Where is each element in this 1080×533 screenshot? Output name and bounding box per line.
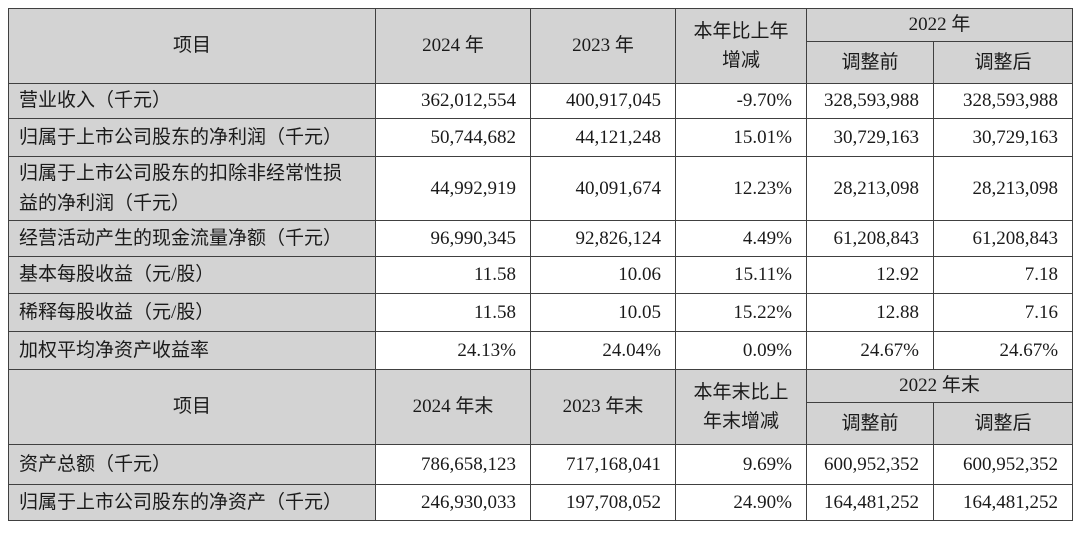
value-2024: 246,930,033 [375, 484, 531, 521]
value-yoy-change: 15.11% [675, 256, 807, 294]
value-yoy-change: 4.49% [675, 220, 807, 257]
value-yoy-change: 0.09% [675, 331, 807, 370]
value-2024: 11.58 [375, 293, 531, 332]
header-adjusted-after: 调整后 [932, 41, 1074, 84]
header-yearend-change: 本年末比上年末增减 [675, 369, 807, 445]
header-adjusted-before: 调整前 [806, 41, 934, 84]
value-2022-before: 61,208,843 [806, 220, 934, 257]
value-yoy-change: 12.23% [675, 156, 807, 221]
header-2022-yearend-group: 2022 年末 [805, 369, 1074, 403]
value-yoy-change: 24.90% [675, 484, 807, 521]
value-2023: 10.05 [530, 293, 676, 332]
header-2022-group: 2022 年 [805, 8, 1074, 42]
header-adjusted-after-2: 调整后 [932, 402, 1074, 445]
table-row-net-profit-excl-nonrecurring: 归属于上市公司股东的扣除非经常性损益的净利润（千元） 44,992,919 40… [8, 156, 1074, 221]
header-yoy-change: 本年比上年增减 [675, 8, 807, 84]
value-2024: 11.58 [375, 256, 531, 294]
header-2023-yearend: 2023 年末 [530, 369, 676, 445]
value-2024: 44,992,919 [375, 156, 531, 221]
value-2024: 786,658,123 [375, 444, 531, 485]
value-2023: 44,121,248 [530, 118, 676, 157]
value-2023: 400,917,045 [530, 83, 676, 119]
row-label: 营业收入（千元） [8, 83, 376, 119]
value-2023: 717,168,041 [530, 444, 676, 485]
section-annual-results: 项目 2024 年 2023 年 本年比上年增减 2022 年 调整前 调整后 [8, 8, 1074, 84]
table-row-operating-cash-flow: 经营活动产生的现金流量净额（千元） 96,990,345 92,826,124 … [8, 220, 1074, 257]
value-2023: 92,826,124 [530, 220, 676, 257]
table-row-net-assets: 归属于上市公司股东的净资产（千元） 246,930,033 197,708,05… [8, 484, 1074, 521]
row-label: 经营活动产生的现金流量净额（千元） [8, 220, 376, 257]
value-2022-after: 30,729,163 [932, 118, 1074, 157]
value-2022-before: 12.92 [806, 256, 934, 294]
table-row-diluted-eps: 稀释每股收益（元/股） 11.58 10.05 15.22% 12.88 7.1… [8, 293, 1074, 332]
table-row-total-assets: 资产总额（千元） 786,658,123 717,168,041 9.69% 6… [8, 444, 1074, 485]
value-2024: 96,990,345 [375, 220, 531, 257]
annual-results-rows: 营业收入（千元） 362,012,554 400,917,045 -9.70% … [8, 83, 1074, 370]
value-2022-after: 24.67% [932, 331, 1074, 370]
value-2022-before: 28,213,098 [806, 156, 934, 221]
value-2023: 24.04% [530, 331, 676, 370]
value-2022-after: 600,952,352 [932, 444, 1074, 485]
value-2022-after: 164,481,252 [932, 484, 1074, 521]
value-2022-before: 600,952,352 [806, 444, 934, 485]
value-2022-after: 28,213,098 [932, 156, 1074, 221]
financial-summary-table-wrap: 项目 2024 年 2023 年 本年比上年增减 2022 年 调整前 调整后 … [8, 8, 1074, 521]
value-2024: 24.13% [375, 331, 531, 370]
value-2022-before: 24.67% [806, 331, 934, 370]
header-adjusted-before-2: 调整前 [806, 402, 934, 445]
header-item: 项目 [8, 8, 376, 84]
value-yoy-change: 15.01% [675, 118, 807, 157]
table-row-basic-eps: 基本每股收益（元/股） 11.58 10.06 15.11% 12.92 7.1… [8, 256, 1074, 294]
value-yoy-change: 15.22% [675, 293, 807, 332]
value-2022-before: 30,729,163 [806, 118, 934, 157]
section-yearend-position: 项目 2024 年末 2023 年末 本年末比上年末增减 2022 年末 调整前… [8, 369, 1074, 445]
header-2023: 2023 年 [530, 8, 676, 84]
row-label: 归属于上市公司股东的净利润（千元） [8, 118, 376, 157]
row-label: 归属于上市公司股东的净资产（千元） [8, 484, 376, 521]
value-2022-after: 7.16 [932, 293, 1074, 332]
value-2022-before: 328,593,988 [806, 83, 934, 119]
header-2024-yearend: 2024 年末 [375, 369, 531, 445]
table-row-net-profit: 归属于上市公司股东的净利润（千元） 50,744,682 44,121,248 … [8, 118, 1074, 157]
value-2023: 197,708,052 [530, 484, 676, 521]
value-2022-before: 12.88 [806, 293, 934, 332]
value-2022-before: 164,481,252 [806, 484, 934, 521]
row-label: 归属于上市公司股东的扣除非经常性损益的净利润（千元） [8, 156, 376, 221]
header-2024: 2024 年 [375, 8, 531, 84]
value-2023: 40,091,674 [530, 156, 676, 221]
table-row-weighted-avg-roe: 加权平均净资产收益率 24.13% 24.04% 0.09% 24.67% 24… [8, 331, 1074, 370]
value-yoy-change: 9.69% [675, 444, 807, 485]
value-yoy-change: -9.70% [675, 83, 807, 119]
value-2022-after: 7.18 [932, 256, 1074, 294]
value-2023: 10.06 [530, 256, 676, 294]
row-label: 加权平均净资产收益率 [8, 331, 376, 370]
value-2022-after: 328,593,988 [932, 83, 1074, 119]
value-2022-after: 61,208,843 [932, 220, 1074, 257]
row-label: 稀释每股收益（元/股） [8, 293, 376, 332]
row-label: 基本每股收益（元/股） [8, 256, 376, 294]
header-item-2: 项目 [8, 369, 376, 445]
row-label: 资产总额（千元） [8, 444, 376, 485]
table-row-revenue: 营业收入（千元） 362,012,554 400,917,045 -9.70% … [8, 83, 1074, 119]
financial-summary-table: 项目 2024 年 2023 年 本年比上年增减 2022 年 调整前 调整后 … [8, 8, 1074, 521]
yearend-position-rows: 资产总额（千元） 786,658,123 717,168,041 9.69% 6… [8, 444, 1074, 521]
value-2024: 50,744,682 [375, 118, 531, 157]
value-2024: 362,012,554 [375, 83, 531, 119]
